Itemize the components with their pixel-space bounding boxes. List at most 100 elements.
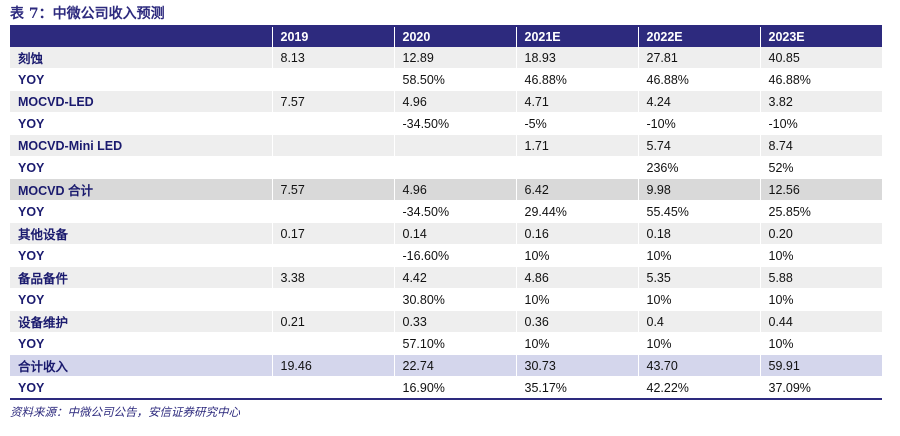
value-cell: [271, 288, 394, 311]
value-cell: 46.88%: [759, 68, 882, 91]
value-cell: 25.85%: [759, 200, 882, 223]
value-cell: 10%: [637, 332, 760, 355]
value-cell: 10%: [759, 332, 882, 355]
value-cell: [271, 376, 394, 400]
table-row: YOY -34.50% 29.44% 55.45% 25.85%: [10, 200, 882, 223]
header-cell-2022e: 2022E: [637, 27, 760, 47]
row-label: YOY: [10, 68, 272, 91]
row-label: YOY: [10, 332, 272, 355]
value-cell: 46.88%: [515, 68, 638, 91]
table-row: MOCVD-Mini LED 1.71 5.74 8.74: [10, 134, 882, 157]
value-cell: 52%: [759, 156, 882, 179]
value-cell: 5.35: [637, 266, 760, 289]
value-cell: 18.93: [515, 47, 638, 69]
value-cell: [271, 68, 394, 91]
row-label: YOY: [10, 156, 272, 179]
value-cell: 58.50%: [393, 68, 516, 91]
value-cell: 0.44: [759, 310, 882, 333]
value-cell: 3.82: [759, 90, 882, 113]
table-row: YOY -16.60% 10% 10% 10%: [10, 244, 882, 267]
header-cell-2020: 2020: [393, 27, 516, 47]
value-cell: 30.73: [515, 354, 638, 377]
table-row: 设备维护 0.21 0.33 0.36 0.4 0.44: [10, 310, 882, 333]
table-row: 刻蚀 8.13 12.89 18.93 27.81 40.85: [10, 47, 882, 69]
value-cell: 9.98: [637, 178, 760, 201]
table-row: YOY 16.90% 35.17% 42.22% 37.09%: [10, 376, 882, 400]
value-cell: -10%: [637, 112, 760, 135]
value-cell: 7.57: [271, 90, 394, 113]
table-row: YOY 57.10% 10% 10% 10%: [10, 332, 882, 355]
value-cell: 0.21: [271, 310, 394, 333]
table-title: 表 7：中微公司收入预测: [10, 6, 165, 22]
header-cell-2019: 2019: [271, 27, 394, 47]
value-cell: 12.89: [393, 47, 516, 69]
value-cell: 0.16: [515, 222, 638, 245]
value-cell: 37.09%: [759, 376, 882, 400]
value-cell: 0.36: [515, 310, 638, 333]
table-body: 刻蚀 8.13 12.89 18.93 27.81 40.85 YOY 58.50% 46.88…: [10, 47, 882, 400]
revenue-forecast-table: 2019 2020 2021E 2022E 2023E 刻蚀 8.13 12.89 1…: [10, 27, 882, 400]
value-cell: 22.74: [393, 354, 516, 377]
value-cell: 19.46: [271, 354, 394, 377]
value-cell: 10%: [515, 288, 638, 311]
value-cell: 0.14: [393, 222, 516, 245]
table-row: YOY 30.80% 10% 10% 10%: [10, 288, 882, 311]
value-cell: [393, 134, 516, 157]
value-cell: -10%: [759, 112, 882, 135]
value-cell: 10%: [637, 244, 760, 267]
value-cell: 0.4: [637, 310, 760, 333]
table-row: YOY -34.50% -5% -10% -10%: [10, 112, 882, 135]
header-cell-2021e: 2021E: [515, 27, 638, 47]
value-cell: 12.56: [759, 178, 882, 201]
header-row: 2019 2020 2021E 2022E 2023E: [10, 27, 882, 47]
value-cell: 0.20: [759, 222, 882, 245]
value-cell: 35.17%: [515, 376, 638, 400]
value-cell: 42.22%: [637, 376, 760, 400]
value-cell: 46.88%: [637, 68, 760, 91]
value-cell: [393, 156, 516, 179]
value-cell: -34.50%: [393, 200, 516, 223]
value-cell: [271, 244, 394, 267]
value-cell: 4.96: [393, 178, 516, 201]
row-label: YOY: [10, 200, 272, 223]
value-cell: 0.17: [271, 222, 394, 245]
table-row: 其他设备 0.17 0.14 0.16 0.18 0.20: [10, 222, 882, 245]
table-row: 备品备件 3.38 4.42 4.86 5.35 5.88: [10, 266, 882, 289]
title-rule: [10, 25, 882, 27]
value-cell: 4.42: [393, 266, 516, 289]
value-cell: 4.96: [393, 90, 516, 113]
table-row: YOY 58.50% 46.88% 46.88% 46.88%: [10, 68, 882, 91]
value-cell: 6.42: [515, 178, 638, 201]
row-label: YOY: [10, 288, 272, 311]
value-cell: 3.38: [271, 266, 394, 289]
value-cell: 10%: [759, 288, 882, 311]
table-row: MOCVD 合计 7.57 4.96 6.42 9.98 12.56: [10, 178, 882, 201]
value-cell: 4.71: [515, 90, 638, 113]
value-cell: 0.33: [393, 310, 516, 333]
value-cell: [271, 134, 394, 157]
value-cell: -5%: [515, 112, 638, 135]
value-cell: 57.10%: [393, 332, 516, 355]
value-cell: 0.18: [637, 222, 760, 245]
value-cell: 30.80%: [393, 288, 516, 311]
table-row: 合计收入 19.46 22.74 30.73 43.70 59.91: [10, 354, 882, 377]
value-cell: [271, 156, 394, 179]
value-cell: 236%: [637, 156, 760, 179]
row-label: 备品备件: [10, 266, 272, 289]
row-label: YOY: [10, 376, 272, 400]
value-cell: 29.44%: [515, 200, 638, 223]
value-cell: -16.60%: [393, 244, 516, 267]
row-label: 其他设备: [10, 222, 272, 245]
row-label: 合计收入: [10, 354, 272, 377]
header-cell-label: [10, 27, 272, 47]
value-cell: 4.24: [637, 90, 760, 113]
value-cell: 8.13: [271, 47, 394, 69]
value-cell: 16.90%: [393, 376, 516, 400]
source-note: 资料来源：中微公司公告，安信证券研究中心: [10, 405, 240, 419]
value-cell: 10%: [637, 288, 760, 311]
row-label: 设备维护: [10, 310, 272, 333]
row-label: MOCVD-LED: [10, 90, 272, 113]
value-cell: 4.86: [515, 266, 638, 289]
value-cell: 7.57: [271, 178, 394, 201]
value-cell: 59.91: [759, 354, 882, 377]
